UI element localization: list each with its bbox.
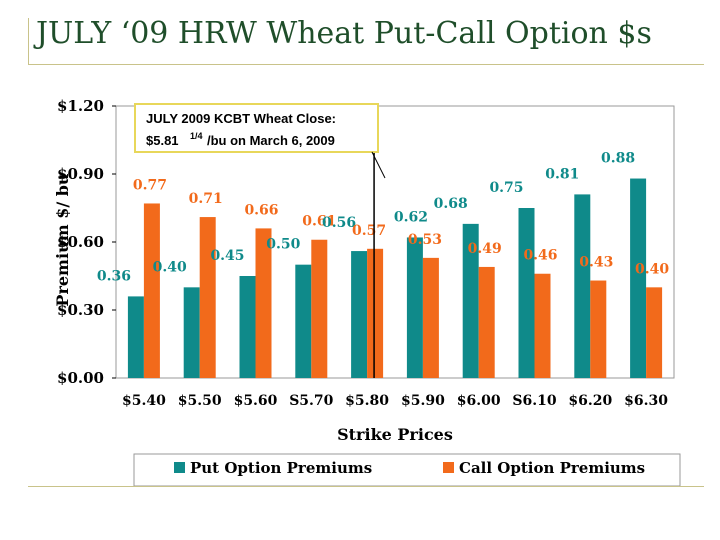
call-value-label: 0.71 — [189, 191, 223, 207]
x-tick-label: $5.50 — [178, 393, 222, 409]
annotation-fraction: 1/4 — [190, 131, 203, 141]
bar-value-labels: 0.36 0.77 0.40 0.71 0.45 0.66 0.500.610.560.57… — [97, 151, 670, 285]
x-tick-label: $5.40 — [122, 393, 166, 409]
x-tick-label: $6.00 — [457, 393, 501, 409]
put-value-label: 0.36 — [97, 268, 131, 284]
legend-call-swatch — [443, 462, 454, 473]
put-bar — [462, 223, 479, 378]
annotation-line2: /bu on March 6, 2009 — [207, 133, 335, 148]
annotation-line1: JULY 2009 KCBT Wheat Close: — [146, 111, 336, 126]
x-axis-ticks: $5.40 $5.50 $5.60 S5.70 $5.80 $5.90 $6.00 S6.10… — [122, 393, 668, 409]
y-axis-ticks: $0.00 $0.30 $0.60 $0.90 $1.20 — [57, 97, 116, 387]
legend-put-swatch — [174, 462, 185, 473]
call-value-label: 0.57 — [352, 223, 386, 239]
bars — [127, 178, 663, 378]
call-value-label: 0.49 — [468, 241, 502, 257]
y-tick-label: $0.90 — [57, 165, 104, 183]
x-tick-label: S6.10 — [512, 393, 556, 409]
close-price-annotation: JULY 2009 KCBT Wheat Close: $5.81 1/4 /b… — [134, 103, 386, 179]
y-tick-label: $1.20 — [57, 97, 104, 115]
call-bar — [478, 266, 495, 378]
call-value-label: 0.43 — [579, 255, 613, 271]
x-tick-label: $5.90 — [401, 393, 445, 409]
put-bar — [127, 296, 144, 378]
put-value-label: 0.40 — [153, 259, 187, 275]
x-tick-label: S5.70 — [289, 393, 333, 409]
legend-put-label: Put Option Premiums — [190, 459, 372, 477]
slide-title: JULY ‘09 HRW Wheat Put-Call Option $s — [36, 16, 652, 51]
y-tick-label: $0.00 — [57, 369, 104, 387]
annotation-pointer — [371, 151, 386, 179]
annotation-price: $5.81 — [146, 133, 179, 148]
call-value-label: 0.40 — [635, 261, 669, 277]
legend: Put Option Premiums Call Option Premiums — [133, 453, 681, 487]
x-axis-title: Strike Prices — [337, 425, 453, 444]
x-tick-label: $5.80 — [345, 393, 389, 409]
call-bar — [422, 257, 439, 378]
put-bar — [630, 178, 647, 378]
put-bar — [406, 237, 423, 378]
x-tick-label: $5.60 — [234, 393, 278, 409]
call-bar — [367, 248, 384, 378]
call-bar — [199, 217, 216, 378]
call-value-label: 0.66 — [244, 202, 278, 218]
put-value-label: 0.62 — [394, 209, 428, 225]
title-divider — [28, 64, 704, 65]
put-value-label: 0.68 — [434, 196, 468, 212]
legend-box — [133, 453, 681, 487]
x-tick-label: $6.30 — [624, 393, 668, 409]
footer-divider — [28, 486, 704, 487]
call-value-label: 0.77 — [133, 177, 167, 193]
put-bar — [295, 264, 312, 378]
put-value-label: 0.81 — [545, 166, 579, 182]
put-bar — [351, 251, 368, 378]
call-bar — [534, 273, 551, 378]
put-value-label: 0.56 — [322, 215, 356, 231]
call-bar — [646, 287, 663, 378]
y-axis-title: Premium $/ bu — [53, 173, 72, 307]
call-bar — [143, 203, 160, 378]
call-bar — [590, 280, 607, 378]
put-value-label: 0.88 — [601, 151, 635, 167]
call-bar — [311, 239, 328, 378]
put-bar — [239, 276, 256, 378]
put-value-label: 0.50 — [266, 237, 300, 253]
call-value-label: 0.46 — [523, 248, 557, 264]
legend-call-label: Call Option Premiums — [459, 459, 645, 477]
put-value-label: 0.45 — [210, 248, 244, 264]
put-bar — [574, 194, 591, 378]
call-value-label: 0.53 — [408, 232, 442, 248]
annotation-box — [134, 103, 379, 153]
call-bar — [255, 228, 272, 378]
put-bar — [518, 208, 535, 378]
put-value-label: 0.75 — [489, 180, 523, 196]
title-accent-rule — [28, 18, 29, 64]
y-tick-label: $0.30 — [57, 301, 104, 319]
x-tick-label: $6.20 — [568, 393, 612, 409]
y-tick-label: $0.60 — [57, 233, 104, 251]
put-bar — [183, 287, 200, 378]
call-value-label: 0.61 — [302, 214, 336, 230]
